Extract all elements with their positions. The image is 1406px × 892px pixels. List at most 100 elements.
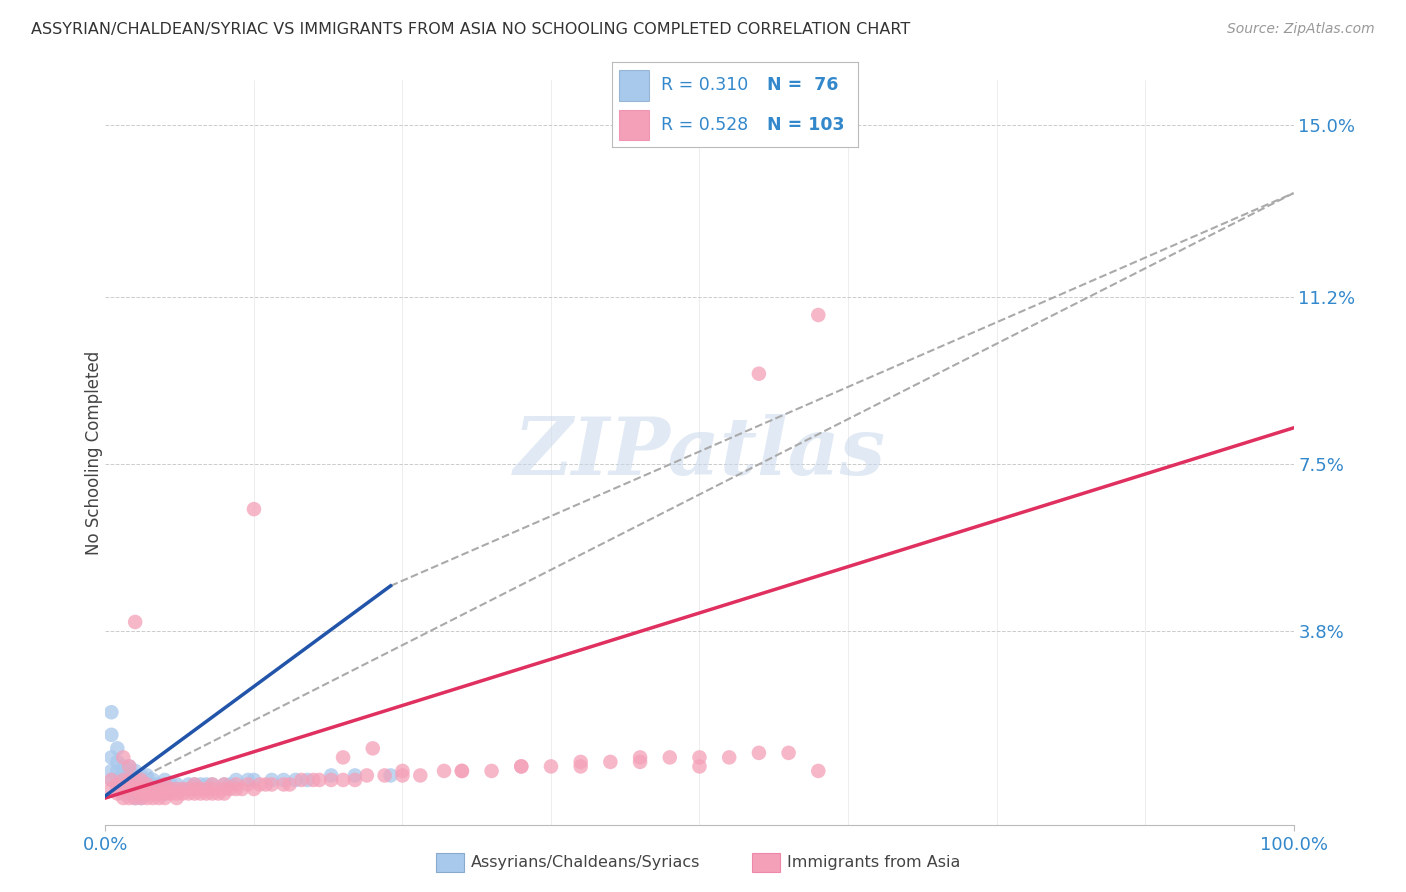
Point bbox=[136, 768, 159, 782]
Point bbox=[260, 777, 283, 791]
Point bbox=[183, 782, 205, 797]
Point bbox=[807, 764, 830, 778]
Point bbox=[112, 759, 135, 773]
Point bbox=[254, 777, 277, 791]
Point bbox=[153, 777, 176, 791]
Point bbox=[118, 759, 141, 773]
Point bbox=[124, 791, 146, 805]
Point bbox=[195, 777, 218, 791]
Point bbox=[201, 777, 224, 791]
Point bbox=[142, 791, 165, 805]
Point bbox=[129, 772, 152, 787]
Text: Immigrants from Asia: Immigrants from Asia bbox=[787, 855, 960, 870]
Point bbox=[118, 772, 141, 787]
Point bbox=[124, 772, 146, 787]
Text: ZIPatlas: ZIPatlas bbox=[513, 414, 886, 491]
Point bbox=[628, 750, 651, 764]
Point bbox=[118, 791, 141, 805]
Point bbox=[100, 764, 122, 778]
Bar bbox=[619, 70, 648, 101]
Point bbox=[129, 772, 152, 787]
Point bbox=[112, 768, 135, 782]
Point bbox=[118, 782, 141, 797]
Point bbox=[148, 791, 170, 805]
Point bbox=[284, 772, 307, 787]
Point bbox=[118, 759, 141, 773]
Point bbox=[100, 728, 122, 742]
Point bbox=[391, 764, 413, 778]
Point bbox=[278, 777, 301, 791]
Point bbox=[201, 782, 224, 797]
Point bbox=[190, 787, 212, 801]
Point bbox=[124, 777, 146, 791]
Point bbox=[129, 791, 152, 805]
Point bbox=[510, 759, 533, 773]
Point bbox=[166, 787, 188, 801]
Point bbox=[219, 777, 242, 791]
Point bbox=[118, 768, 141, 782]
Point bbox=[136, 782, 159, 797]
Point bbox=[124, 764, 146, 778]
Point bbox=[748, 367, 770, 381]
Point bbox=[124, 615, 146, 629]
Point bbox=[183, 787, 205, 801]
Point bbox=[124, 791, 146, 805]
Point bbox=[112, 782, 135, 797]
Point bbox=[153, 782, 176, 797]
Point bbox=[105, 777, 128, 791]
Point bbox=[689, 759, 711, 773]
Point bbox=[243, 782, 266, 797]
Point bbox=[343, 772, 366, 787]
Y-axis label: No Schooling Completed: No Schooling Completed bbox=[86, 351, 103, 555]
Point bbox=[148, 787, 170, 801]
Point bbox=[374, 768, 396, 782]
Point bbox=[356, 768, 378, 782]
Point bbox=[569, 759, 592, 773]
Point bbox=[569, 755, 592, 769]
Point bbox=[231, 782, 253, 797]
Point bbox=[129, 777, 152, 791]
Point bbox=[118, 777, 141, 791]
Point bbox=[136, 777, 159, 791]
Point bbox=[689, 750, 711, 764]
Point bbox=[748, 746, 770, 760]
Point bbox=[100, 772, 122, 787]
Point bbox=[658, 750, 681, 764]
Point bbox=[332, 750, 354, 764]
Point bbox=[183, 777, 205, 791]
Point bbox=[391, 768, 413, 782]
Point bbox=[112, 750, 135, 764]
Point bbox=[195, 787, 218, 801]
Point bbox=[105, 782, 128, 797]
Text: ASSYRIAN/CHALDEAN/SYRIAC VS IMMIGRANTS FROM ASIA NO SCHOOLING COMPLETED CORRELAT: ASSYRIAN/CHALDEAN/SYRIAC VS IMMIGRANTS F… bbox=[31, 22, 910, 37]
Point bbox=[112, 772, 135, 787]
Point bbox=[124, 768, 146, 782]
Point bbox=[361, 741, 384, 756]
Point bbox=[249, 777, 271, 791]
Point bbox=[195, 782, 218, 797]
Point bbox=[142, 787, 165, 801]
Point bbox=[718, 750, 741, 764]
Point bbox=[153, 782, 176, 797]
Point bbox=[124, 782, 146, 797]
Point bbox=[177, 777, 200, 791]
Point bbox=[225, 782, 247, 797]
Point bbox=[183, 782, 205, 797]
Point bbox=[297, 772, 319, 787]
Point bbox=[540, 759, 562, 773]
Point bbox=[112, 782, 135, 797]
Point bbox=[260, 772, 283, 787]
Point bbox=[148, 777, 170, 791]
Point bbox=[321, 768, 343, 782]
Point bbox=[243, 502, 266, 516]
Point bbox=[450, 764, 472, 778]
Point bbox=[273, 772, 295, 787]
Point bbox=[148, 782, 170, 797]
Point bbox=[177, 787, 200, 801]
Point bbox=[172, 782, 194, 797]
Point bbox=[129, 768, 152, 782]
Point bbox=[112, 772, 135, 787]
Point bbox=[183, 777, 205, 791]
Point bbox=[129, 782, 152, 797]
Point bbox=[308, 772, 330, 787]
